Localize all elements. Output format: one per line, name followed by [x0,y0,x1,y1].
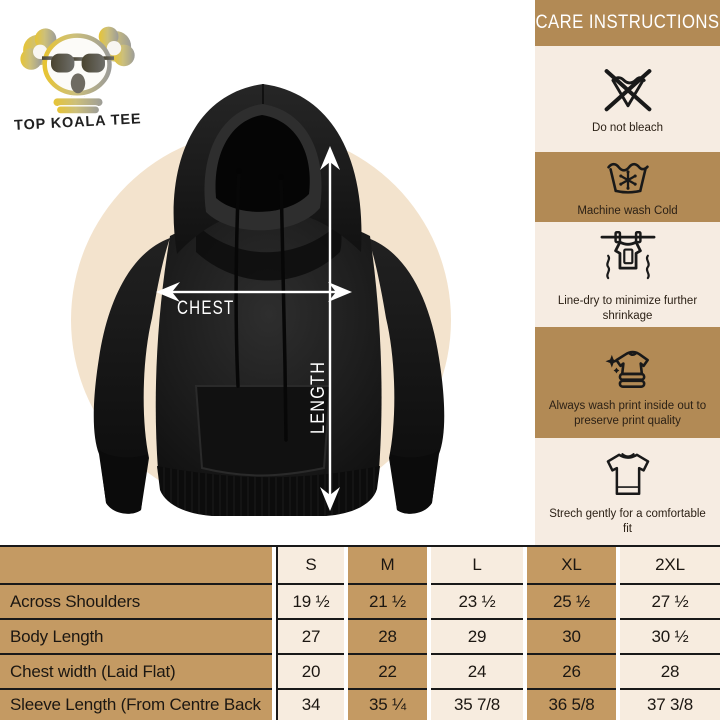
measurement-value: 30 [527,618,616,653]
care-item-stretch-gently: Strech gently for a comfortable fit [535,438,720,545]
care-instructions-title: CARE INSTRUCTIONS [535,12,720,33]
measurement-value: 26 [527,653,616,688]
measurement-value: 27 ½ [620,583,720,618]
measurement-value: 27 [276,618,344,653]
measurement-value: 30 ½ [620,618,720,653]
measurement-value: 29 [431,618,523,653]
chest-label: CHEST [177,296,234,318]
measurement-value: 37 3/8 [620,688,720,720]
size-column-header: S [276,547,344,583]
care-item-label: Machine wash Cold [577,204,678,217]
measurement-value: 25 ½ [527,583,616,618]
measurement-arrows: CHEST LENGTH [156,146,352,511]
care-item-label: Strech gently for a comfortable fit [549,507,706,535]
measurement-value: 22 [348,653,427,688]
care-item-line-dry: Line-dry to minimize further shrinkage [535,222,720,327]
care-item-label: Line-dry to minimize further shrinkage [557,294,698,322]
care-item-wash-inside-out: Always wash print inside out to preserve… [535,327,720,438]
hoodie-illustration [93,84,445,516]
measurement-row-label: Sleeve Length (From Centre Back [0,688,272,720]
measurement-value: 35 ¼ [348,688,427,720]
care-item-label: Always wash print inside out to preserve… [548,399,707,427]
measurement-value: 28 [620,653,720,688]
measurement-value: 28 [348,618,427,653]
measurement-row-label: Chest width (Laid Flat) [0,653,272,688]
do-not-bleach-icon [604,68,651,111]
measurement-value: 34 [276,688,344,720]
length-arrowhead-bottom [320,487,340,511]
machine-wash-cold-icon [606,162,649,194]
care-item-do-not-bleach: Do not bleach [535,46,720,152]
care-instructions-header: CARE INSTRUCTIONS [535,0,720,46]
measurement-value: 35 7/8 [431,688,523,720]
care-item-label: Do not bleach [592,121,663,134]
size-table-corner-cell [0,547,272,583]
length-arrowhead-top [320,146,340,170]
care-item-machine-wash-cold: Machine wash Cold [535,152,720,222]
size-column-header: L [431,547,523,583]
chest-arrow-line [165,290,343,294]
size-column-header: 2XL [620,547,720,583]
measurement-row-label: Body Length [0,618,272,653]
measurement-row-label: Across Shoulders [0,583,272,618]
size-table: S M L XL 2XL Across Shoulders 19 ½ 21 ½ … [0,545,720,720]
line-dry-icon [600,230,655,279]
measurement-value: 23 ½ [431,583,523,618]
measurement-value: 21 ½ [348,583,427,618]
length-label: LENGTH [307,361,329,434]
chest-arrowhead-left [156,282,180,302]
brand-logo: TOP KOALA TEE [14,26,142,134]
measurement-value: 19 ½ [276,583,344,618]
chest-arrowhead-right [328,282,352,302]
care-instructions-panel: CARE INSTRUCTIONS Do not bleach [535,0,720,545]
size-column-header: XL [527,547,616,583]
size-column-header: M [348,547,427,583]
measurement-value: 20 [276,653,344,688]
wash-inside-out-icon [604,350,649,388]
stretch-gently-icon [606,452,649,495]
koala-icon [20,26,135,115]
product-diagram: CHEST LENGTH [13,26,451,516]
brand-name: TOP KOALA TEE [14,111,142,134]
hoodie-measurement-illustration: CHEST LENGTH [14,26,451,516]
measurement-value: 36 5/8 [527,688,616,720]
measurement-value: 24 [431,653,523,688]
length-arrow-line [328,160,332,496]
